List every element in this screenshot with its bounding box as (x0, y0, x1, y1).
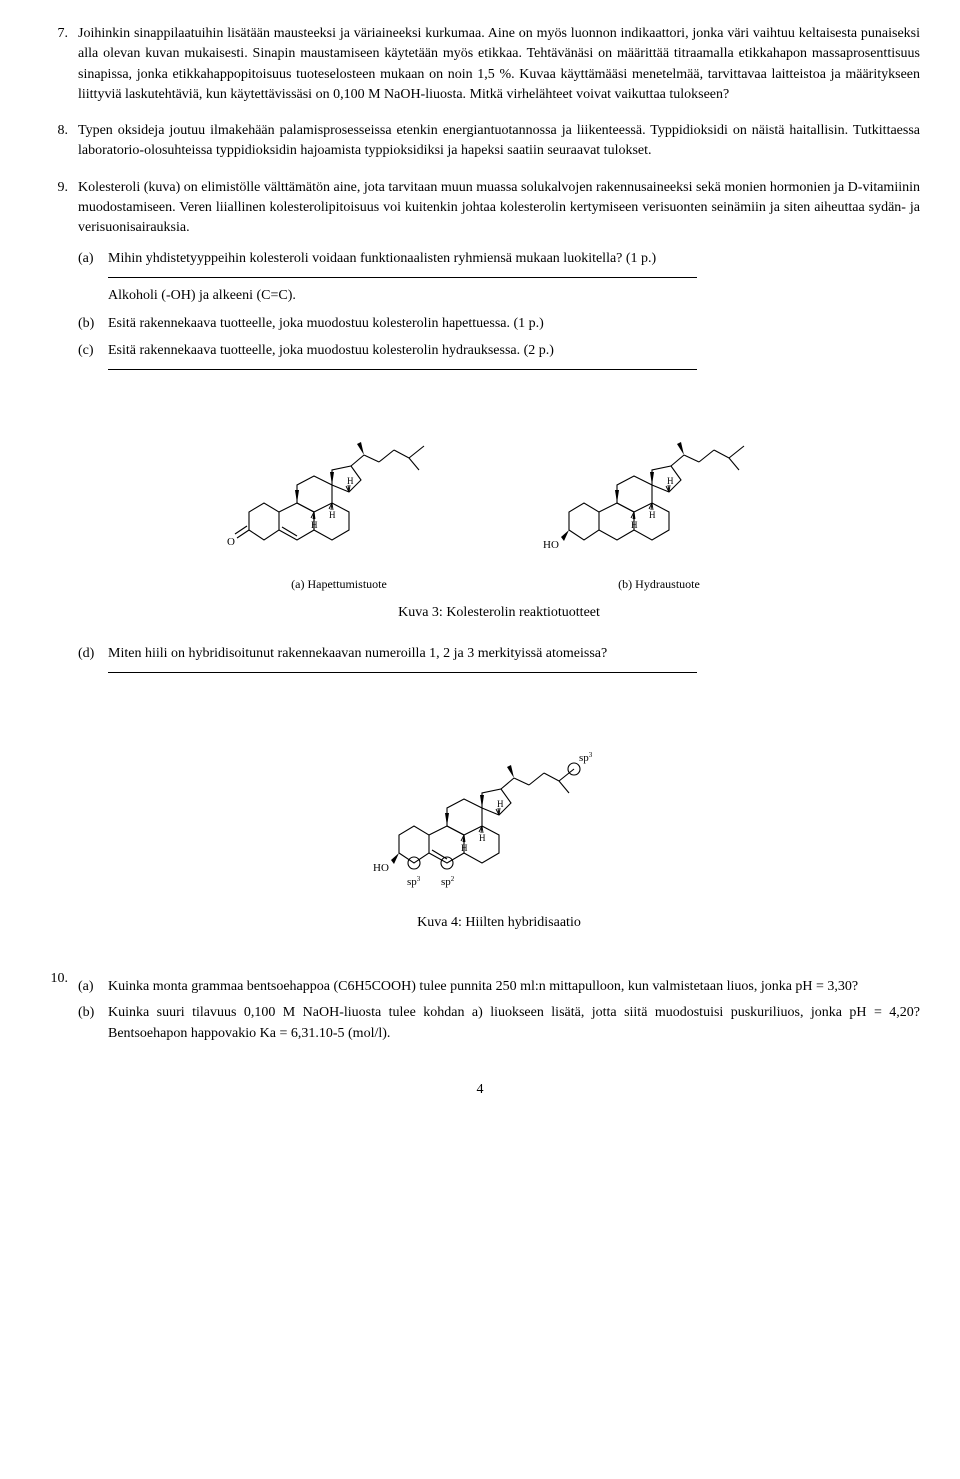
label-h: H (649, 510, 656, 520)
label-ho: HO (543, 539, 559, 551)
label-h: H (347, 476, 354, 486)
molecule-oxidation-icon: O H H H (219, 400, 459, 570)
q9d: (d) Miten hiili on hybridisoitunut raken… (78, 644, 920, 664)
label-h: H (329, 510, 336, 520)
q9-sublist: (a) Mihin yhdistetyyppeihin kolesteroli … (78, 249, 920, 269)
q9-intro: Kolesteroli (kuva) on elimistölle välttä… (78, 178, 920, 239)
q10b-label: (b) (78, 1003, 108, 1044)
q8-text: Typen oksideja joutuu ilmakehään palamis… (78, 121, 920, 162)
molecule-hybridisation-icon: HO H H H sp3 sp2 sp3 (359, 703, 639, 903)
figure-3a: O H H H (a) Hapettumistuote (219, 400, 459, 593)
q9-number: 9. (40, 178, 78, 953)
q9c-label: (c) (78, 341, 108, 361)
q10b: (b) Kuinka suuri tilavuus 0,100 M NaOH-l… (78, 1003, 920, 1044)
fig4-caption: Kuva 4: Hiilten hybridisaatio (78, 913, 920, 933)
q10a: (a) Kuinka monta grammaa bentsoehappoa (… (78, 977, 920, 997)
question-7: 7. Joihinkin sinappilaatuihin lisätään m… (40, 24, 920, 105)
q10-number: 10. (40, 969, 78, 1050)
q9b: (b) Esitä rakennekaava tuotteelle, joka … (78, 314, 920, 334)
question-10: 10. (a) Kuinka monta grammaa bentsoehapp… (40, 969, 920, 1050)
q9a: (a) Mihin yhdistetyyppeihin kolesteroli … (78, 249, 920, 269)
q9d-label: (d) (78, 644, 108, 664)
label-sp3-top: sp3 (579, 751, 593, 764)
fig3-caption: Kuva 3: Kolesterolin reaktiotuotteet (78, 603, 920, 623)
page-number: 4 (40, 1080, 920, 1100)
label-h: H (461, 843, 468, 853)
question-8: 8. Typen oksideja joutuu ilmakehään pala… (40, 121, 920, 162)
q7-text: Joihinkin sinappilaatuihin lisätään maus… (78, 24, 920, 105)
q7-number: 7. (40, 24, 78, 105)
label-ho: HO (373, 862, 389, 874)
divider (108, 277, 697, 278)
q10a-text: Kuinka monta grammaa bentsoehappoa (C6H5… (108, 977, 920, 997)
q10-sublist: (a) Kuinka monta grammaa bentsoehappoa (… (78, 977, 920, 1044)
q10b-text: Kuinka suuri tilavuus 0,100 M NaOH-liuos… (108, 1003, 920, 1044)
question-list: 7. Joihinkin sinappilaatuihin lisätään m… (40, 24, 920, 1050)
q9b-label: (b) (78, 314, 108, 334)
fig3a-label: (a) Hapettumistuote (219, 576, 459, 593)
label-sp3: sp3 (407, 875, 421, 888)
q9-sublist-bc: (b) Esitä rakennekaava tuotteelle, joka … (78, 314, 920, 361)
molecule-hydrogenation-icon: HO H H H (539, 400, 779, 570)
divider (108, 672, 697, 673)
label-h: H (311, 520, 318, 530)
q10a-label: (a) (78, 977, 108, 997)
label-sp2: sp2 (441, 875, 455, 888)
label-h: H (497, 799, 504, 809)
q9b-text: Esitä rakennekaava tuotteelle, joka muod… (108, 314, 920, 334)
label-o: O (227, 536, 235, 548)
q9-sublist-d: (d) Miten hiili on hybridisoitunut raken… (78, 644, 920, 664)
label-h: H (631, 520, 638, 530)
q8-number: 8. (40, 121, 78, 162)
q9a-label: (a) (78, 249, 108, 269)
q9c: (c) Esitä rakennekaava tuotteelle, joka … (78, 341, 920, 361)
label-h: H (479, 833, 486, 843)
figure-3b: HO H H H (b) Hydraustuote (539, 400, 779, 593)
fig3b-label: (b) Hydraustuote (539, 576, 779, 593)
figure-3-row: O H H H (a) Hapettumistuote (78, 400, 920, 593)
question-9: 9. Kolesteroli (kuva) on elimistölle väl… (40, 178, 920, 953)
q9d-text: Miten hiili on hybridisoitunut rakenneka… (108, 644, 920, 664)
q9a-answer: Alkoholi (-OH) ja alkeeni (C=C). (108, 286, 920, 306)
q9a-text: Mihin yhdistetyyppeihin kolesteroli void… (108, 249, 920, 269)
divider (108, 369, 697, 370)
label-h: H (667, 476, 674, 486)
figure-4: HO H H H sp3 sp2 sp3 Kuva 4: Hiilten hyb… (78, 703, 920, 933)
q9c-text: Esitä rakennekaava tuotteelle, joka muod… (108, 341, 920, 361)
